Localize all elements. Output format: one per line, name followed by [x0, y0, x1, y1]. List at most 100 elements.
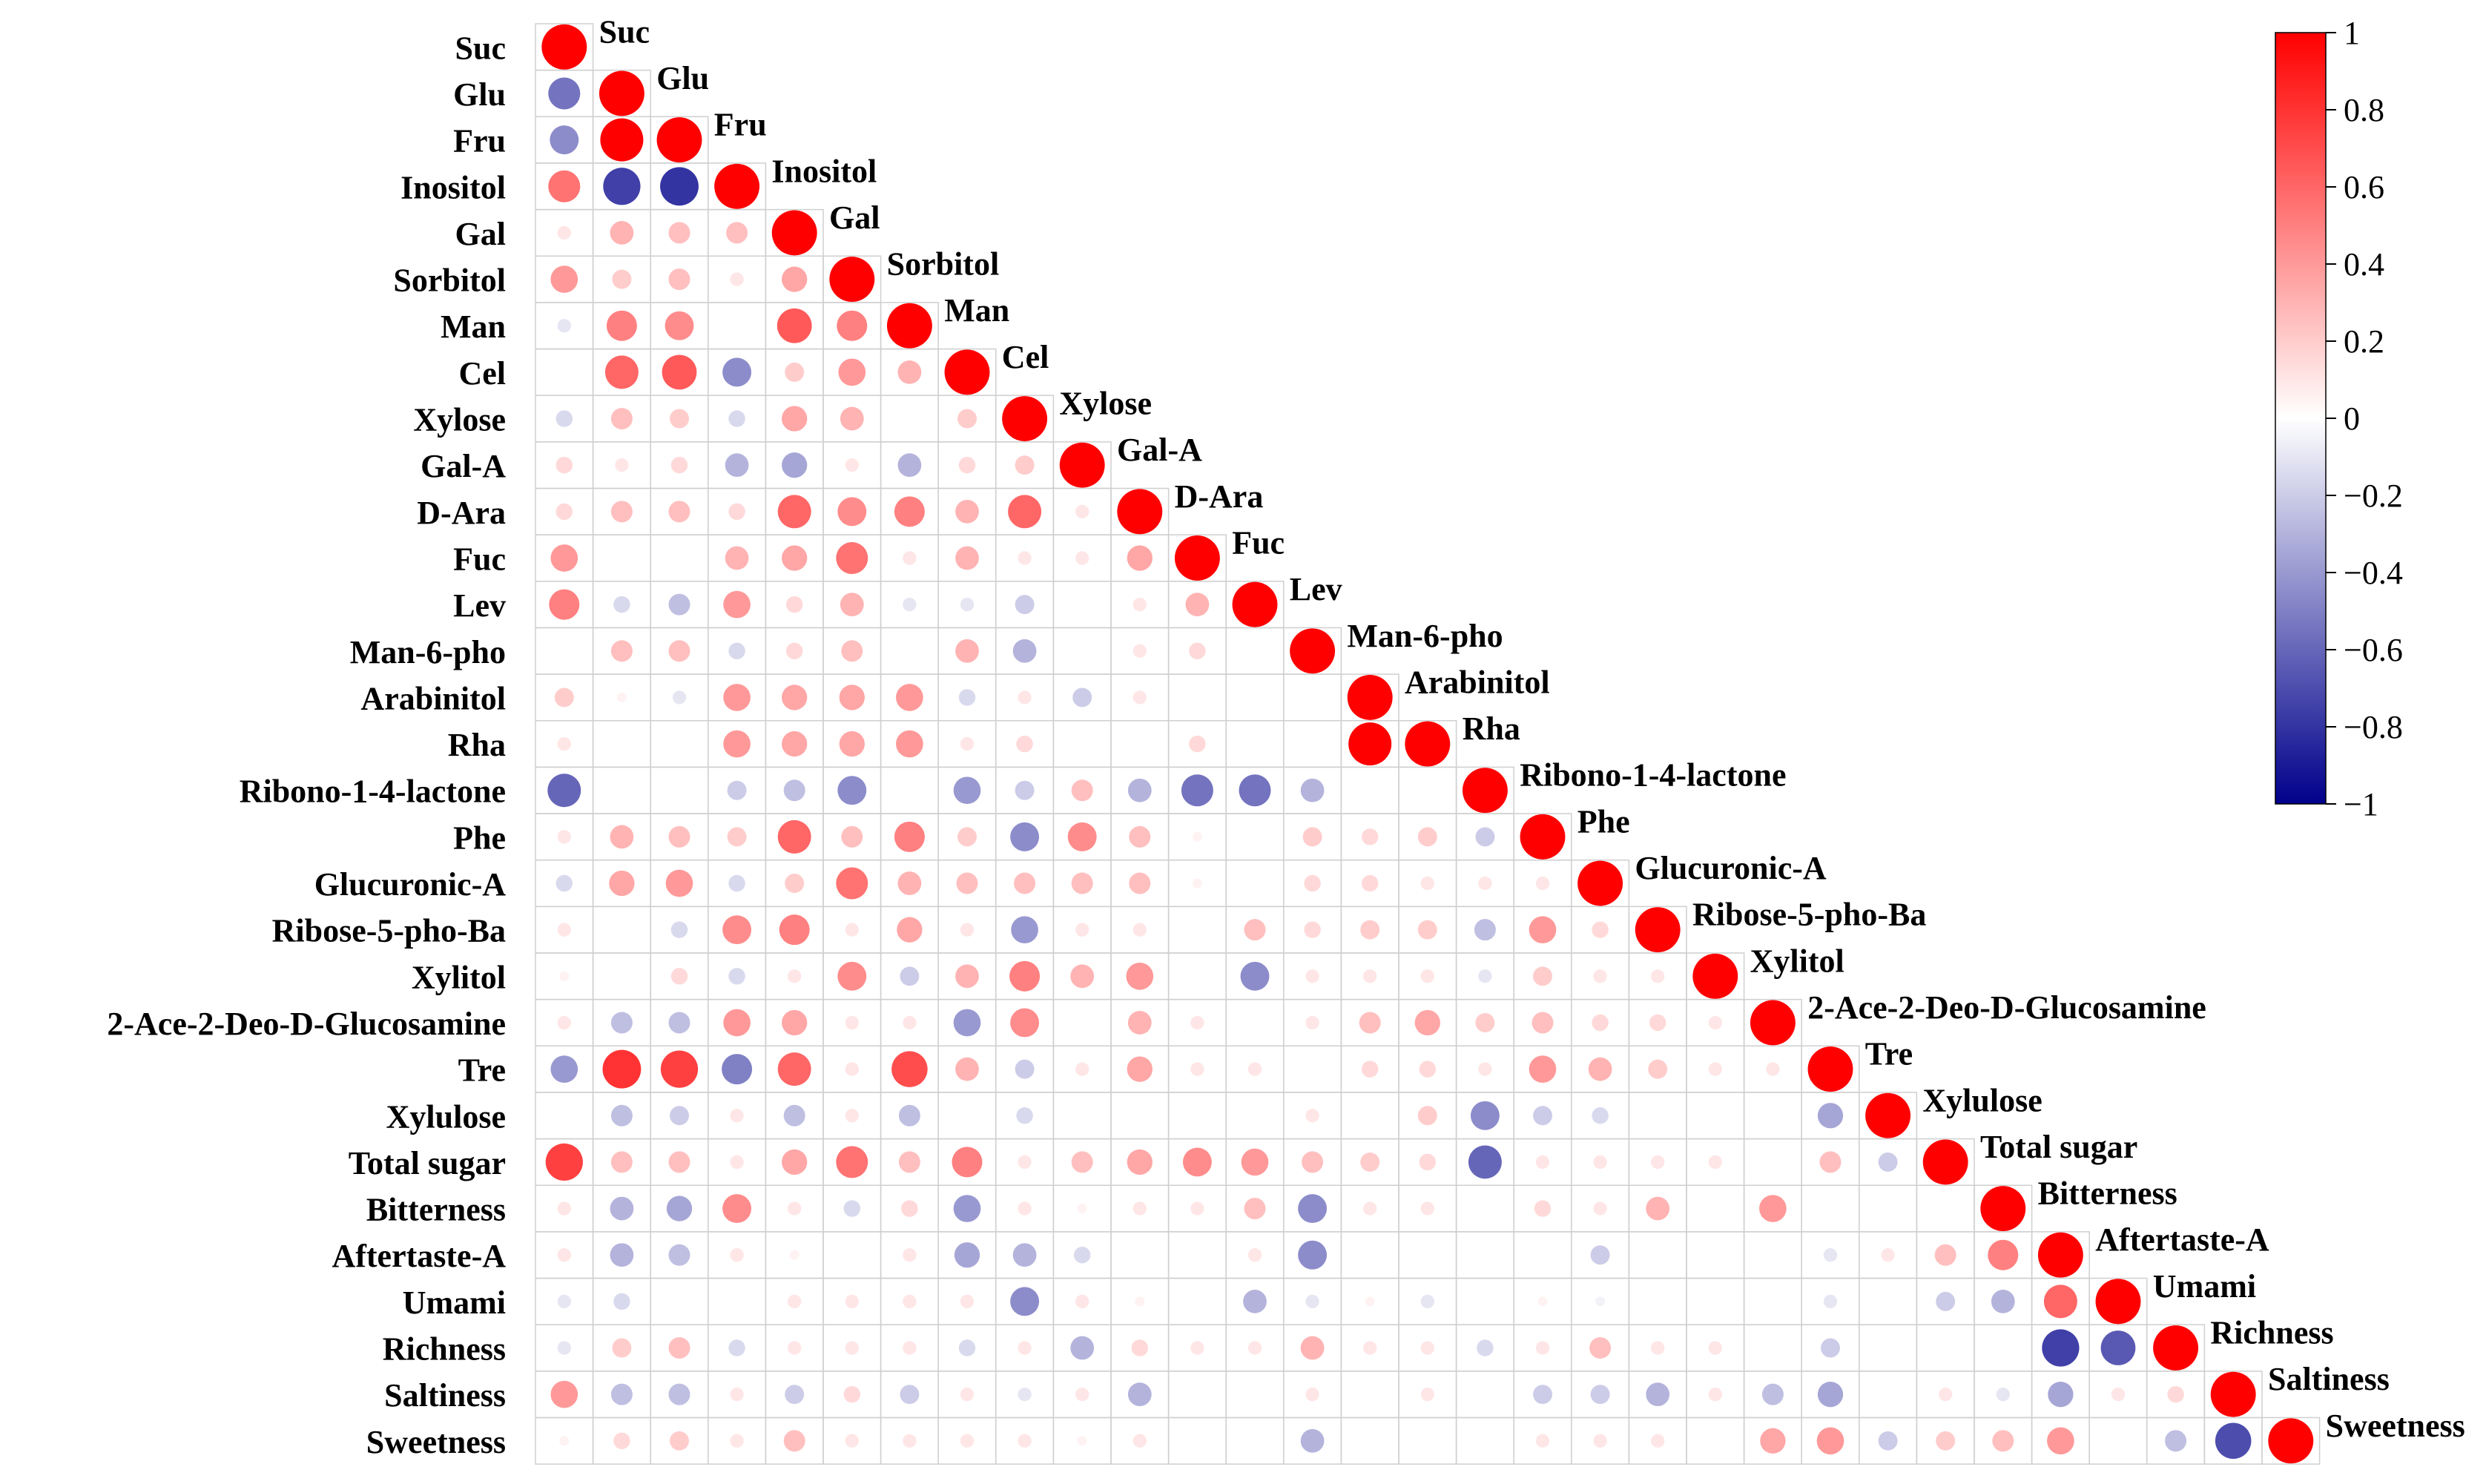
correlation-circle — [610, 1243, 634, 1267]
correlation-circle — [1823, 1294, 1838, 1309]
correlation-circle — [1018, 690, 1032, 705]
correlation-circle — [1881, 1248, 1895, 1262]
grid-cell — [1398, 1231, 1457, 1279]
correlation-circle — [894, 821, 925, 852]
correlation-circle — [609, 870, 635, 897]
row-label: Ribose-5-pho-Ba — [272, 913, 506, 949]
correlation-circle — [1593, 1201, 1607, 1216]
row-label: D-Ara — [417, 495, 506, 531]
correlation-circle — [1305, 1294, 1319, 1309]
correlation-circle — [1014, 872, 1036, 894]
correlation-circle — [840, 593, 864, 617]
correlation-circle — [1593, 1434, 1607, 1448]
correlation-circle — [903, 1434, 917, 1448]
correlation-circle — [958, 689, 976, 706]
correlation-circle — [599, 70, 644, 116]
row-label: Ribono-1-4-lactone — [240, 774, 506, 810]
correlation-circle — [1077, 1436, 1087, 1446]
correlation-circle — [955, 546, 979, 570]
correlation-circle — [845, 1015, 859, 1030]
correlation-circle — [1015, 1059, 1035, 1079]
correlation-circle — [1132, 644, 1147, 658]
correlation-circle — [1247, 1062, 1262, 1076]
correlation-circle — [1075, 504, 1089, 518]
correlation-circle — [1018, 1201, 1032, 1216]
diagonal-label: Ribose-5-pho-Ba — [1692, 897, 1926, 933]
grid-cell — [1743, 1324, 1802, 1372]
correlation-circle — [1475, 827, 1495, 847]
correlation-circle — [1750, 1000, 1796, 1046]
correlation-circle — [600, 118, 644, 162]
correlation-circle — [1651, 1434, 1665, 1448]
correlation-circle — [668, 1383, 690, 1405]
grid-cell — [708, 1277, 767, 1325]
correlation-circle — [1070, 964, 1095, 989]
correlation-circle — [785, 642, 803, 660]
correlation-circle — [602, 1049, 642, 1089]
correlation-circle — [1533, 1385, 1552, 1405]
correlation-circle — [1132, 923, 1147, 937]
correlation-circle — [1075, 923, 1089, 937]
correlation-circle — [603, 168, 641, 205]
correlation-circle — [610, 1151, 633, 1173]
correlation-circle — [782, 1149, 808, 1175]
correlation-circle — [1075, 1388, 1089, 1402]
correlation-circle — [730, 1155, 744, 1170]
grid-cell — [1859, 1184, 1918, 1233]
correlation-circle — [727, 780, 747, 800]
correlation-circle — [897, 871, 922, 895]
correlation-circle — [1018, 1388, 1032, 1402]
correlation-circle — [836, 1146, 868, 1178]
correlation-circle — [944, 349, 990, 395]
diagonal-label: Gal-A — [1117, 432, 1202, 468]
grid-cell — [650, 1277, 709, 1325]
correlation-circle — [1692, 953, 1738, 999]
correlation-circle — [610, 825, 634, 849]
correlation-circle — [782, 1009, 808, 1036]
correlation-circle — [2210, 1371, 2256, 1417]
correlation-circle — [730, 272, 744, 286]
diagonal-label: Cel — [1002, 339, 1049, 375]
correlation-circle — [610, 501, 633, 523]
diagonal-label: Ribono-1-4-lactone — [1520, 757, 1786, 794]
correlation-circle — [1015, 455, 1035, 475]
correlation-circle — [782, 266, 808, 292]
correlation-circle — [668, 1151, 690, 1173]
correlation-circle — [1010, 1287, 1040, 1316]
grid-cell — [1916, 1324, 1975, 1372]
grid-cell — [1743, 1231, 1802, 1279]
correlation-circle — [1361, 828, 1379, 845]
correlation-circle — [1635, 907, 1681, 953]
correlation-circle — [1127, 1149, 1153, 1175]
correlation-circle — [837, 776, 867, 805]
grid-cell — [1167, 673, 1227, 722]
correlation-circle — [1132, 1434, 1147, 1448]
diagonal-label: Sweetness — [2326, 1408, 2465, 1444]
row-label: Arabinitol — [360, 680, 506, 716]
correlation-circle — [1190, 1062, 1204, 1076]
correlation-circle — [1649, 1014, 1666, 1032]
correlation-circle — [1059, 442, 1105, 488]
correlation-circle — [960, 736, 975, 751]
correlation-circle — [1190, 1201, 1204, 1216]
row-label: Umami — [403, 1285, 506, 1321]
diagonal-label: Gal — [829, 199, 880, 236]
diagonal-label: Inositol — [771, 153, 877, 189]
diagonal-label: Arabinitol — [1405, 664, 1550, 700]
correlation-circle — [559, 971, 570, 981]
grid-cell — [1052, 627, 1112, 675]
grid-cell — [822, 1231, 882, 1279]
correlation-circle — [1651, 1155, 1665, 1170]
correlation-circle — [953, 1195, 981, 1222]
correlation-circle — [782, 452, 808, 478]
correlation-circle — [1593, 1155, 1607, 1170]
row-label: Man — [441, 309, 506, 345]
correlation-circle — [957, 827, 977, 847]
correlation-circle — [837, 310, 868, 341]
correlation-circle — [1127, 1056, 1153, 1082]
grid-cell — [1801, 1184, 1860, 1233]
row-label: Xylose — [413, 402, 506, 438]
correlation-circle — [670, 456, 688, 474]
correlation-circle — [1533, 1106, 1552, 1126]
correlation-circle — [1070, 1336, 1095, 1360]
